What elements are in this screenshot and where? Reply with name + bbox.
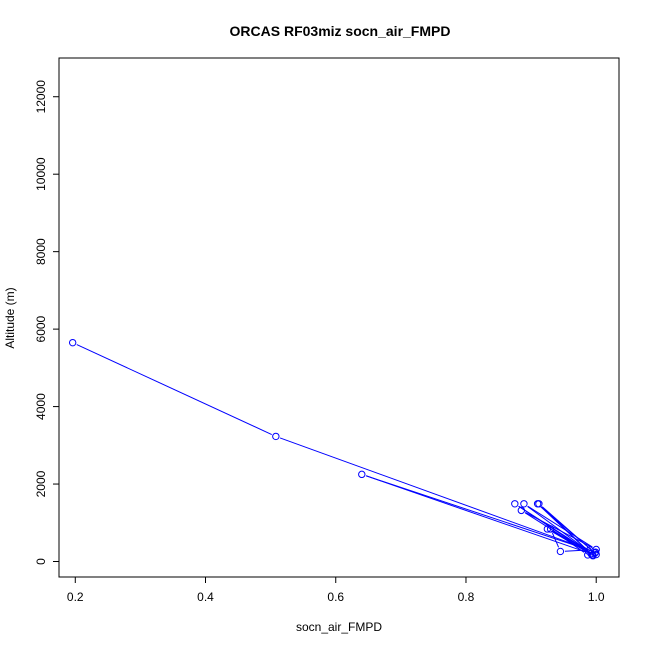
data-point	[358, 470, 366, 479]
series-line-segment	[527, 505, 593, 548]
data-point	[543, 525, 552, 533]
y-tick-label: 10000	[34, 157, 48, 191]
data-point	[584, 551, 592, 559]
x-tick-label: 0.4	[197, 590, 214, 604]
data-point	[517, 506, 526, 515]
series-line-segment	[76, 344, 272, 435]
y-tick-label: 12000	[34, 80, 48, 114]
series-line-segment	[551, 532, 560, 548]
series-line-segment	[541, 506, 590, 553]
plot-frame	[58, 57, 620, 578]
data-point	[535, 500, 543, 508]
series-line-segment	[365, 475, 587, 553]
x-axis: 0.2 0.4 0.6 0.8 1.0	[67, 577, 605, 604]
y-tick-label: 2000	[34, 470, 48, 497]
y-tick-label: 0	[34, 558, 48, 565]
y-tick-label: 8000	[34, 238, 48, 265]
series-line-segment	[279, 437, 592, 552]
x-tick-label: 0.6	[327, 590, 344, 604]
data-point	[68, 338, 77, 347]
x-tick-label: 0.8	[458, 590, 475, 604]
series-line-segment	[527, 506, 586, 549]
y-tick-label: 4000	[34, 393, 48, 420]
data-point	[585, 546, 594, 554]
series-line-segment	[365, 475, 592, 552]
y-tick-label: 6000	[34, 315, 48, 342]
data-point	[556, 547, 565, 556]
data-point	[272, 432, 280, 441]
data-point	[520, 500, 528, 508]
data-point	[546, 525, 555, 533]
data-series	[68, 338, 600, 560]
y-axis: 0 2000 4000 6000 8000 10000 12000	[34, 80, 59, 565]
x-axis-label: socn_air_FMPD	[296, 620, 382, 634]
chart-title: ORCAS RF03miz socn_air_FMPD	[230, 23, 451, 39]
series-line-segment	[554, 531, 585, 553]
x-tick-label: 0.2	[67, 590, 84, 604]
data-point	[592, 550, 600, 559]
x-tick-label: 1.0	[588, 590, 605, 604]
data-point	[511, 500, 519, 508]
data-point	[584, 547, 593, 555]
y-axis-label: Altitude (m)	[3, 287, 17, 348]
series-line-segment	[541, 506, 592, 551]
